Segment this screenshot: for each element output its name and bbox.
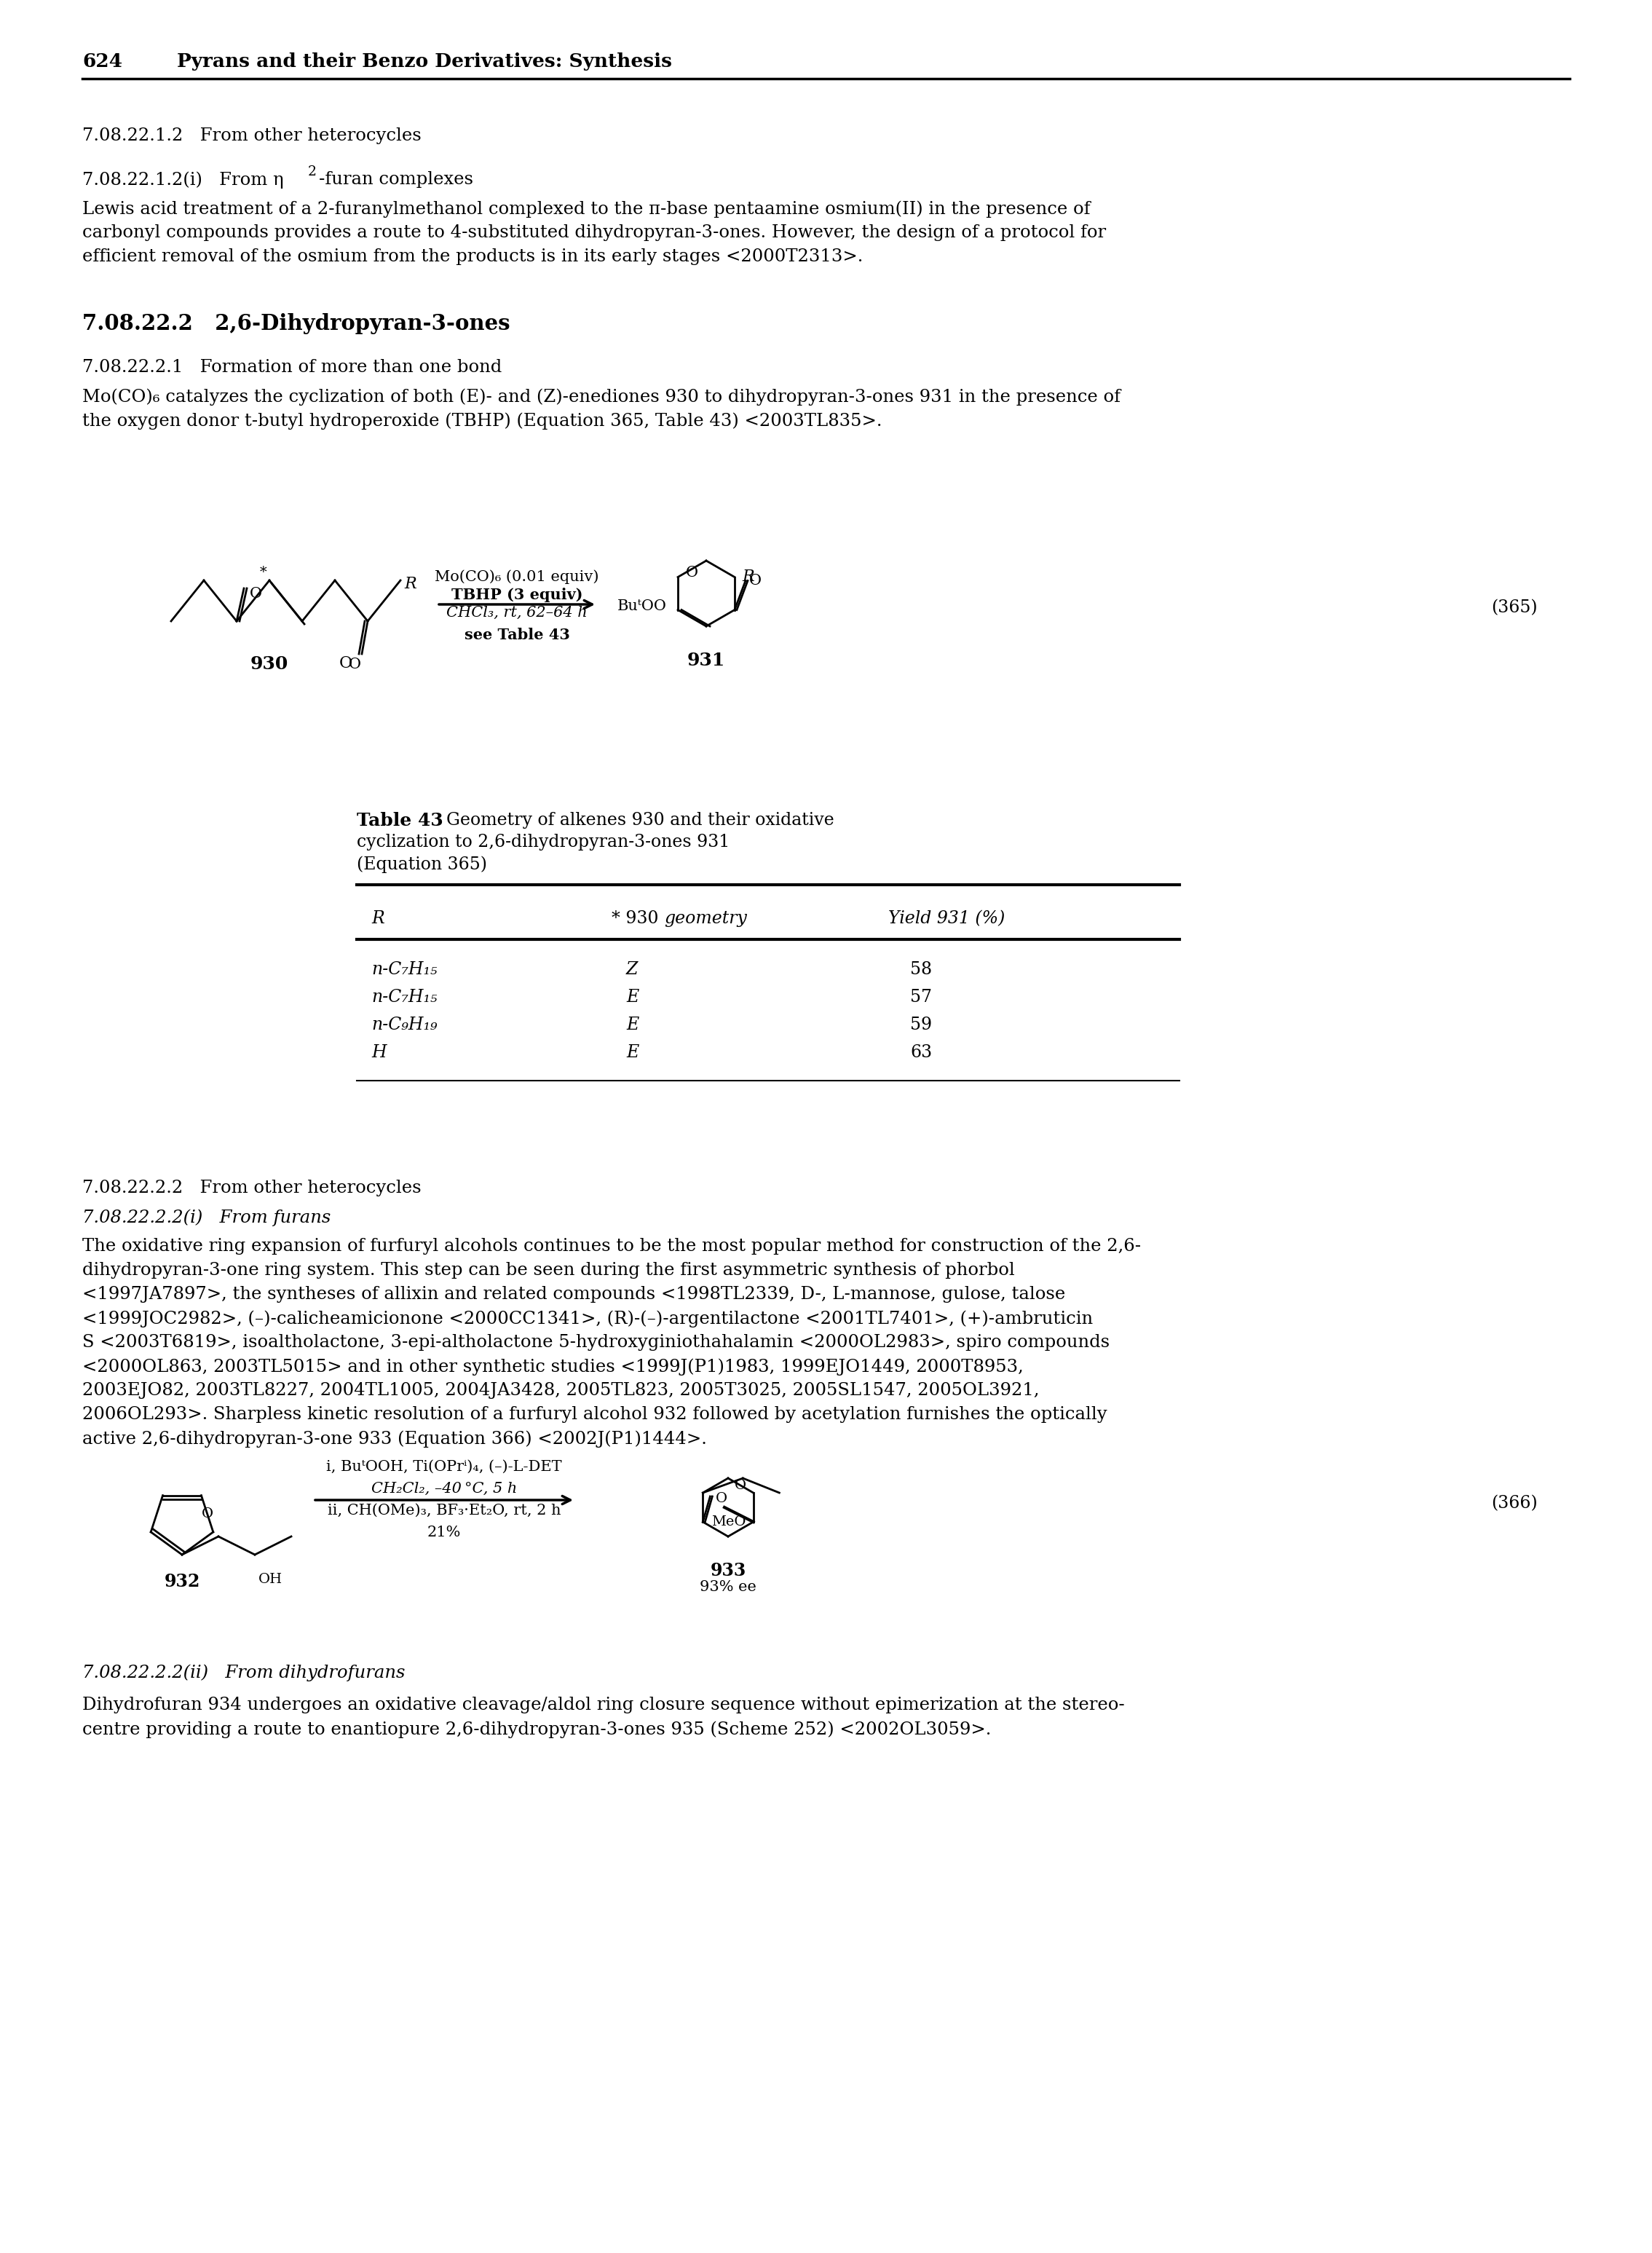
Text: H: H (372, 1043, 387, 1061)
Text: 7.08.22.1.2   From other heterocycles: 7.08.22.1.2 From other heterocycles (83, 128, 421, 144)
Text: 930: 930 (251, 656, 289, 674)
Text: 2006OL293>. Sharpless kinetic resolution of a furfuryl alcohol 932 followed by a: 2006OL293>. Sharpless kinetic resolution… (83, 1406, 1107, 1424)
Text: O: O (735, 1478, 747, 1491)
Text: 7.08.22.1.2(i)   From η: 7.08.22.1.2(i) From η (83, 171, 284, 189)
Text: Z: Z (626, 962, 638, 978)
Text: O: O (686, 566, 699, 579)
Text: 2: 2 (307, 164, 317, 178)
Text: The oxidative ring expansion of furfuryl alcohols continues to be the most popul: The oxidative ring expansion of furfuryl… (83, 1237, 1142, 1255)
Text: 63: 63 (910, 1043, 932, 1061)
Text: Mo(CO)₆ catalyzes the cyclization of both (E)- and (Z)-enediones 930 to dihydrop: Mo(CO)₆ catalyzes the cyclization of bot… (83, 388, 1120, 406)
Text: <2000OL863, 2003TL5015> and in other synthetic studies <1999J(P1)1983, 1999EJO14: <2000OL863, 2003TL5015> and in other syn… (83, 1359, 1024, 1374)
Text: active 2,6-dihydropyran-3-one 933 (Equation 366) <2002J(P1)1444>.: active 2,6-dihydropyran-3-one 933 (Equat… (83, 1431, 707, 1446)
Text: R: R (372, 910, 385, 926)
Text: 59: 59 (910, 1016, 932, 1034)
Text: 7.08.22.2.2   From other heterocycles: 7.08.22.2.2 From other heterocycles (83, 1181, 421, 1196)
Text: 2003EJO82, 2003TL8227, 2004TL1005, 2004JA3428, 2005TL823, 2005T3025, 2005SL1547,: 2003EJO82, 2003TL8227, 2004TL1005, 2004J… (83, 1381, 1039, 1399)
Text: Dihydrofuran 934 undergoes an oxidative cleavage/aldol ring closure sequence wit: Dihydrofuran 934 undergoes an oxidative … (83, 1697, 1125, 1715)
Text: 93% ee: 93% ee (700, 1579, 757, 1593)
Text: i, BuᵗOOH, Ti(OPrⁱ)₄, (–)-L-DET: i, BuᵗOOH, Ti(OPrⁱ)₄, (–)-L-DET (327, 1460, 562, 1473)
Text: cyclization to 2,6-dihydropyran-3-ones 931: cyclization to 2,6-dihydropyran-3-ones 9… (357, 834, 730, 852)
Text: 931: 931 (687, 651, 725, 669)
Text: O: O (715, 1491, 727, 1505)
Text: 57: 57 (910, 989, 932, 1005)
Text: Yield 931 (%): Yield 931 (%) (889, 910, 1004, 926)
Text: 933: 933 (710, 1561, 747, 1579)
Text: S <2003T6819>, isoaltholactone, 3-epi-altholactone 5-hydroxyginiothahalamin <200: S <2003T6819>, isoaltholactone, 3-epi-al… (83, 1334, 1110, 1352)
Text: R: R (405, 577, 416, 593)
Text: (365): (365) (1492, 599, 1538, 617)
Text: n-C₉H₁₉: n-C₉H₁₉ (372, 1016, 438, 1034)
Text: 624: 624 (83, 52, 122, 70)
Text: 58: 58 (910, 962, 932, 978)
Text: ii, CH(OMe)₃, BF₃·Et₂O, rt, 2 h: ii, CH(OMe)₃, BF₃·Et₂O, rt, 2 h (327, 1503, 560, 1519)
Text: -furan complexes: -furan complexes (319, 171, 472, 187)
Text: * 930: * 930 (611, 910, 664, 926)
Text: O: O (249, 588, 263, 602)
Text: carbonyl compounds provides a route to 4-substituted dihydropyran-3-ones. Howeve: carbonyl compounds provides a route to 4… (83, 225, 1107, 241)
Text: Geometry of alkenes 930 and their oxidative: Geometry of alkenes 930 and their oxidat… (436, 811, 834, 829)
Text: CH₂Cl₂, –40 °C, 5 h: CH₂Cl₂, –40 °C, 5 h (372, 1482, 517, 1496)
Text: centre providing a route to enantiopure 2,6-dihydropyran-3-ones 935 (Scheme 252): centre providing a route to enantiopure … (83, 1721, 991, 1737)
Text: dihydropyran-3-one ring system. This step can be seen during the first asymmetri: dihydropyran-3-one ring system. This ste… (83, 1262, 1014, 1280)
Text: CHCl₃, rt, 62–64 h: CHCl₃, rt, 62–64 h (446, 606, 588, 620)
Text: O: O (339, 656, 352, 671)
Text: 7.08.22.2.2(ii)   From dihydrofurans: 7.08.22.2.2(ii) From dihydrofurans (83, 1665, 405, 1681)
Text: MeO: MeO (712, 1516, 747, 1528)
Text: n-C₇H₁₅: n-C₇H₁₅ (372, 989, 438, 1005)
Text: see Table 43: see Table 43 (464, 629, 570, 642)
Text: O: O (748, 575, 762, 588)
Text: E: E (626, 1016, 639, 1034)
Text: O: O (202, 1507, 213, 1521)
Text: (366): (366) (1492, 1496, 1538, 1512)
Text: 7.08.22.2.1   Formation of more than one bond: 7.08.22.2.1 Formation of more than one b… (83, 358, 502, 376)
Text: R: R (742, 570, 753, 586)
Text: 21%: 21% (428, 1525, 461, 1539)
Text: 932: 932 (164, 1573, 200, 1591)
Text: Mo(CO)₆ (0.01 equiv): Mo(CO)₆ (0.01 equiv) (434, 570, 600, 584)
Text: (Equation 365): (Equation 365) (357, 856, 487, 872)
Text: *: * (259, 566, 268, 579)
Text: Pyrans and their Benzo Derivatives: Synthesis: Pyrans and their Benzo Derivatives: Synt… (177, 52, 672, 70)
Text: OH: OH (258, 1573, 282, 1586)
Text: E: E (626, 989, 639, 1005)
Text: n-C₇H₁₅: n-C₇H₁₅ (372, 962, 438, 978)
Text: <1997JA7897>, the syntheses of allixin and related compounds <1998TL2339, D-, L-: <1997JA7897>, the syntheses of allixin a… (83, 1286, 1066, 1302)
Text: the oxygen donor t-butyl hydroperoxide (TBHP) (Equation 365, Table 43) <2003TL83: the oxygen donor t-butyl hydroperoxide (… (83, 412, 882, 430)
Text: TBHP (3 equiv): TBHP (3 equiv) (451, 588, 583, 602)
Text: O: O (349, 658, 362, 671)
Text: 7.08.22.2.2(i)   From furans: 7.08.22.2.2(i) From furans (83, 1210, 330, 1226)
Text: geometry: geometry (664, 910, 747, 926)
Text: efficient removal of the osmium from the products is in its early stages <2000T2: efficient removal of the osmium from the… (83, 248, 862, 266)
Text: 7.08.22.2   2,6-Dihydropyran-3-ones: 7.08.22.2 2,6-Dihydropyran-3-ones (83, 313, 510, 333)
Text: Lewis acid treatment of a 2-furanylmethanol complexed to the π-base pentaamine o: Lewis acid treatment of a 2-furanylmetha… (83, 201, 1090, 216)
Text: E: E (626, 1043, 639, 1061)
Text: Table 43: Table 43 (357, 811, 443, 829)
Text: BuᵗOO: BuᵗOO (618, 599, 667, 613)
Text: <1999JOC2982>, (–)-calicheamicionone <2000CC1341>, (R)-(–)-argentilactone <2001T: <1999JOC2982>, (–)-calicheamicionone <20… (83, 1309, 1094, 1327)
